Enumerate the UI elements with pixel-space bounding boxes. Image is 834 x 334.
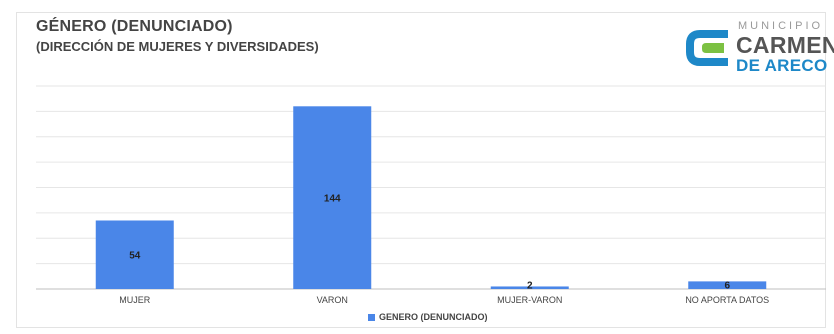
data-label: 6 — [724, 281, 730, 292]
chart-frame — [16, 12, 826, 328]
chart-title: GÉNERO (DENUNCIADO) — [36, 18, 233, 35]
category-tick-label: MUJER — [119, 295, 150, 305]
category-tick-label: NO APORTA DATOS — [685, 295, 769, 305]
data-label: 144 — [324, 194, 341, 205]
bar — [95, 220, 174, 289]
bar — [688, 281, 767, 289]
chart-legend: GENERO (DENUNCIADO) — [368, 312, 488, 322]
category-tick-label: VARON — [317, 295, 348, 305]
logo-text-carmen: CARMEN — [736, 32, 834, 58]
legend-swatch — [368, 313, 375, 321]
category-tick-label: MUJER-VARON — [497, 295, 562, 305]
logo-text-de-areco: DE ARECO — [736, 56, 828, 75]
municipality-logo: MUNICIPIO CARMEN DE ARECO — [686, 18, 834, 75]
bar — [293, 106, 372, 289]
legend-label: GENERO (DENUNCIADO) — [379, 312, 488, 322]
data-label: 2 — [527, 281, 533, 292]
chart-subtitle: (DIRECCIÓN DE MUJERES Y DIVERSIDADES) — [36, 39, 319, 54]
data-label: 54 — [129, 251, 141, 262]
logo-text-municipio: MUNICIPIO — [738, 20, 824, 32]
bar — [490, 286, 569, 289]
logo-mark-icon — [686, 30, 728, 66]
